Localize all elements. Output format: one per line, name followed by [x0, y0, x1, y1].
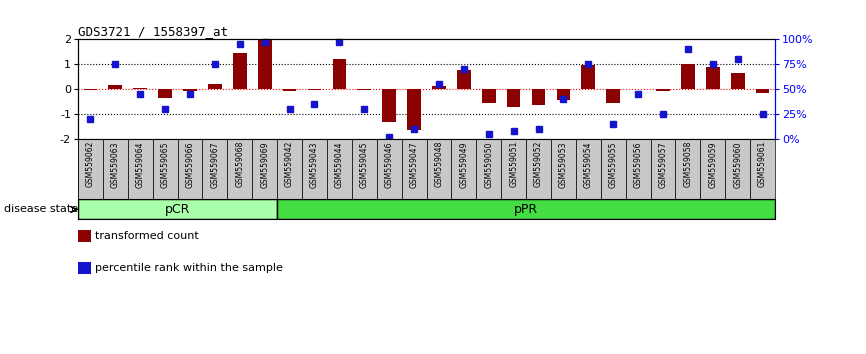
- Bar: [501, 139, 527, 199]
- Bar: [756, 89, 770, 93]
- Text: GSM559050: GSM559050: [484, 141, 494, 188]
- Bar: [307, 89, 321, 90]
- Text: pPR: pPR: [514, 203, 538, 216]
- Bar: [352, 139, 377, 199]
- Bar: [108, 85, 122, 89]
- Bar: [701, 139, 725, 199]
- Bar: [158, 89, 172, 98]
- Bar: [203, 139, 227, 199]
- Bar: [606, 89, 620, 103]
- Bar: [208, 84, 222, 89]
- Bar: [258, 40, 272, 89]
- Text: GSM559047: GSM559047: [410, 141, 418, 188]
- Bar: [233, 53, 247, 89]
- Bar: [656, 89, 670, 91]
- Text: GSM559053: GSM559053: [559, 141, 568, 188]
- Bar: [402, 139, 426, 199]
- Bar: [277, 199, 775, 219]
- Text: GSM559061: GSM559061: [758, 141, 767, 187]
- Text: GSM559046: GSM559046: [385, 141, 394, 188]
- Bar: [83, 89, 97, 90]
- Bar: [576, 139, 601, 199]
- Bar: [78, 199, 277, 219]
- Bar: [581, 65, 595, 89]
- Bar: [432, 86, 446, 89]
- Bar: [601, 139, 625, 199]
- Text: GSM559048: GSM559048: [435, 141, 443, 187]
- Text: GSM559057: GSM559057: [658, 141, 668, 188]
- Text: GSM559045: GSM559045: [359, 141, 369, 188]
- Text: GSM559055: GSM559055: [609, 141, 617, 188]
- Text: GSM559066: GSM559066: [185, 141, 195, 188]
- Text: GSM559056: GSM559056: [634, 141, 643, 188]
- Text: GSM559052: GSM559052: [534, 141, 543, 187]
- Text: GSM559049: GSM559049: [459, 141, 469, 188]
- Bar: [282, 89, 296, 91]
- Text: transformed count: transformed count: [95, 232, 199, 241]
- Text: GSM559062: GSM559062: [86, 141, 95, 187]
- Text: GSM559059: GSM559059: [708, 141, 717, 188]
- Bar: [277, 139, 302, 199]
- Bar: [527, 139, 551, 199]
- Bar: [481, 89, 495, 103]
- Text: GSM559064: GSM559064: [136, 141, 145, 188]
- Bar: [625, 139, 650, 199]
- Text: GSM559042: GSM559042: [285, 141, 294, 187]
- Bar: [650, 139, 675, 199]
- Bar: [302, 139, 326, 199]
- Bar: [457, 70, 471, 89]
- Text: GSM559069: GSM559069: [260, 141, 269, 188]
- Bar: [427, 139, 451, 199]
- Bar: [551, 139, 576, 199]
- Bar: [252, 139, 277, 199]
- Bar: [377, 139, 402, 199]
- Bar: [750, 139, 775, 199]
- Bar: [407, 89, 421, 131]
- Bar: [532, 89, 546, 105]
- Text: GSM559051: GSM559051: [509, 141, 518, 187]
- Text: GSM559044: GSM559044: [335, 141, 344, 188]
- Text: GSM559054: GSM559054: [584, 141, 593, 188]
- Bar: [706, 67, 720, 89]
- Bar: [227, 139, 252, 199]
- Bar: [133, 88, 147, 89]
- Text: GSM559060: GSM559060: [734, 141, 742, 188]
- Bar: [178, 139, 203, 199]
- Bar: [183, 89, 197, 91]
- Bar: [103, 139, 128, 199]
- Text: GSM559067: GSM559067: [210, 141, 219, 188]
- Text: pCR: pCR: [165, 203, 191, 216]
- Bar: [358, 89, 372, 90]
- Bar: [128, 139, 152, 199]
- Text: GSM559068: GSM559068: [236, 141, 244, 187]
- Text: GSM559063: GSM559063: [111, 141, 120, 188]
- Text: GSM559043: GSM559043: [310, 141, 319, 188]
- Bar: [382, 89, 396, 122]
- Text: disease state: disease state: [4, 205, 79, 215]
- Text: GSM559065: GSM559065: [160, 141, 170, 188]
- Text: GDS3721 / 1558397_at: GDS3721 / 1558397_at: [78, 25, 228, 38]
- Bar: [78, 139, 103, 199]
- Bar: [557, 89, 571, 101]
- Bar: [681, 64, 695, 89]
- Bar: [333, 59, 346, 89]
- Bar: [675, 139, 701, 199]
- Text: GSM559058: GSM559058: [683, 141, 693, 187]
- Bar: [476, 139, 501, 199]
- Bar: [451, 139, 476, 199]
- Bar: [152, 139, 178, 199]
- Text: percentile rank within the sample: percentile rank within the sample: [95, 263, 283, 273]
- Bar: [507, 89, 520, 107]
- Bar: [327, 139, 352, 199]
- Bar: [731, 73, 745, 89]
- Bar: [725, 139, 750, 199]
